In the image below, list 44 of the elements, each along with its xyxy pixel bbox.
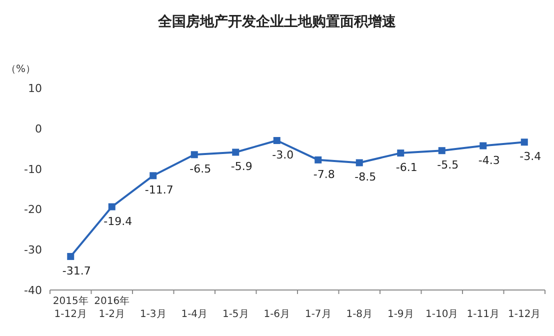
point xyxy=(190,151,198,158)
x-tick-label: 1-7月 xyxy=(304,309,332,320)
x-tick-label: 1-3月 xyxy=(140,309,166,320)
point xyxy=(356,159,363,166)
x-tick-label: 2016年 1-2月 xyxy=(94,295,130,320)
y-tick-label: -40 xyxy=(24,284,42,297)
data-label: -3.0 xyxy=(272,148,294,162)
x-tick-label: 1-5月 xyxy=(222,309,249,320)
x-tick-label: 1-9月 xyxy=(387,309,414,320)
x-tick-label: 1-10月 xyxy=(426,309,458,320)
point xyxy=(314,156,322,164)
point xyxy=(438,147,446,154)
point xyxy=(273,137,280,144)
data-label: -3.4 xyxy=(520,150,542,164)
point xyxy=(67,252,74,260)
y-tick-label: 10 xyxy=(28,82,42,95)
data-label: -6.5 xyxy=(190,162,212,176)
x-tick-label: 2015年 1-12月 xyxy=(52,295,88,320)
data-label: -5.9 xyxy=(230,160,252,174)
x-tick-label: 1-11月 xyxy=(466,309,500,320)
point xyxy=(108,203,116,210)
y-axis-title: （%） xyxy=(6,64,36,75)
data-label: -5.5 xyxy=(437,158,459,172)
data-label: -7.8 xyxy=(313,168,335,181)
data-label: -8.5 xyxy=(354,170,376,184)
y-tick-label: -30 xyxy=(24,244,42,257)
y-tick-label: -10 xyxy=(24,162,42,176)
y-tick-label: -20 xyxy=(24,203,42,216)
data-label: -6.1 xyxy=(396,161,418,174)
point xyxy=(232,148,240,156)
x-tick-label: 1-8月 xyxy=(346,309,373,320)
data-label: -4.3 xyxy=(478,154,500,167)
chart-title: 全国房地产开发企业土地购置面积增速 xyxy=(157,13,397,30)
data-label: -31.7 xyxy=(62,264,91,278)
point xyxy=(150,172,157,180)
x-tick-label: 1-6月 xyxy=(264,309,290,320)
x-tick-label: 1-4月 xyxy=(181,309,208,320)
x-tick-label: 1-12月 xyxy=(508,309,541,320)
data-label: -11.7 xyxy=(144,184,174,197)
data-label: -19.4 xyxy=(104,214,132,228)
y-tick-label: 0 xyxy=(35,122,42,136)
point xyxy=(520,138,528,146)
point xyxy=(480,142,487,150)
point xyxy=(397,150,404,157)
